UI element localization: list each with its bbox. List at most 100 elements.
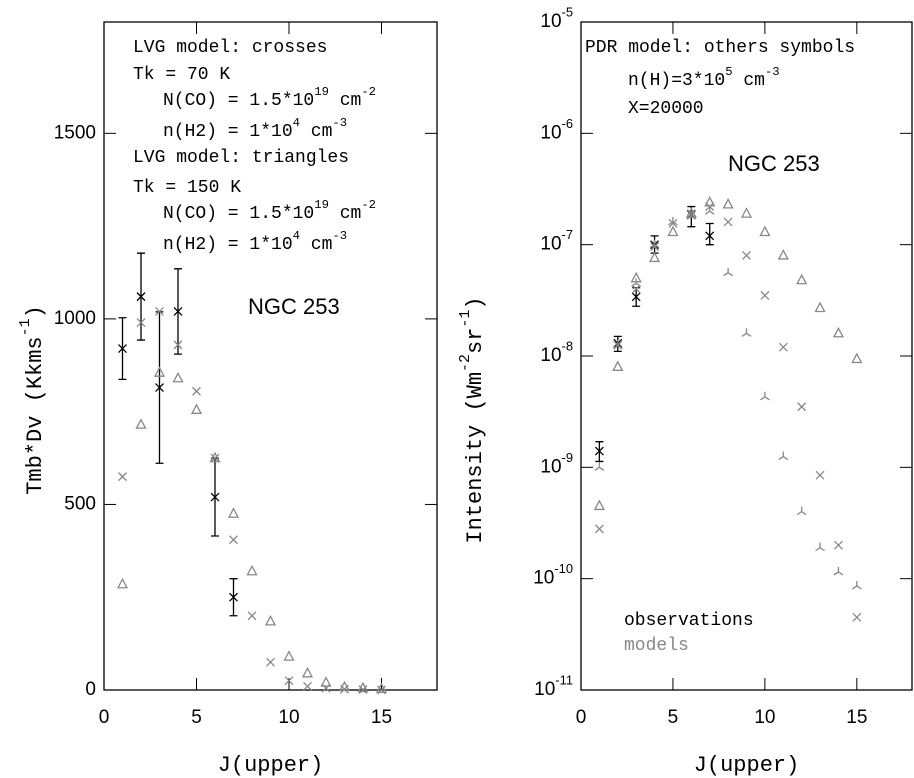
cross-marker <box>303 681 312 691</box>
x-axis-label: J(upper) <box>218 753 324 778</box>
cross-marker <box>229 535 238 545</box>
triangle-marker <box>190 403 203 414</box>
cross-marker <box>210 453 220 463</box>
cross-marker <box>833 540 843 550</box>
error-bar <box>174 268 182 355</box>
cross-marker <box>266 657 275 667</box>
y-tick-label: 500 <box>64 493 96 514</box>
triangle-marker <box>796 273 808 285</box>
cross-marker <box>760 290 770 300</box>
error-bar <box>705 222 714 246</box>
triangle-marker <box>375 682 388 694</box>
triangle-marker <box>338 680 351 692</box>
y-tick-label: 10-6 <box>540 116 573 143</box>
triangle-marker <box>135 418 147 429</box>
x-tick-label: 0 <box>576 707 587 728</box>
x-tick-label: 15 <box>371 707 392 728</box>
y-tick-label: 10-10 <box>533 562 573 589</box>
legend-entry: observations <box>624 611 754 631</box>
cross-marker <box>650 242 660 252</box>
y-tick-label: 1500 <box>54 122 96 143</box>
annotation: NGC 253 <box>248 294 340 319</box>
cross-marker <box>136 318 146 328</box>
error-bar <box>229 578 238 617</box>
y-tick-label: 1000 <box>54 308 96 329</box>
annotation: N(CO) = 1.5*1019 cm-2 <box>163 85 376 111</box>
error-bar <box>137 252 145 341</box>
cross-marker <box>284 676 294 686</box>
plot-frame <box>103 21 438 691</box>
triangle-marker <box>301 666 314 678</box>
error-bar <box>632 287 641 307</box>
y-axis-label: Tmb*Dv (Kkms-1) <box>18 305 48 495</box>
plot-frame <box>580 21 913 691</box>
y-tick-label: 10-7 <box>540 228 573 255</box>
spoke-marker <box>686 211 697 220</box>
annotation: n(H2) = 1*104 cm-3 <box>163 229 347 255</box>
annotation: Tk = 150 K <box>133 178 241 198</box>
cross-marker <box>321 683 331 693</box>
spoke-marker <box>704 206 715 215</box>
x-tick-label: 10 <box>278 707 299 728</box>
triangle-marker <box>851 352 863 364</box>
x-tick-label: 10 <box>754 707 775 728</box>
triangle-marker <box>283 650 295 661</box>
cross-marker <box>797 402 807 412</box>
triangle-marker <box>593 499 605 511</box>
y-tick-label: 10-8 <box>540 339 573 366</box>
cross-marker <box>192 386 201 396</box>
triangle-marker <box>320 676 332 687</box>
annotation: Tk = 70 K <box>133 65 230 85</box>
triangle-marker <box>153 366 166 377</box>
cross-marker <box>247 611 257 621</box>
cross-marker <box>173 340 183 350</box>
triangle-marker <box>172 371 184 383</box>
y-tick-label: 10-5 <box>540 5 573 32</box>
triangle-marker <box>209 451 221 463</box>
spoke-marker <box>796 506 807 516</box>
cross-marker <box>778 342 788 352</box>
annotation: NGC 253 <box>728 151 820 176</box>
legend-entry: models <box>624 636 689 656</box>
spoke-marker <box>612 340 623 349</box>
spoke-marker <box>760 391 770 401</box>
spoke-marker <box>778 451 789 461</box>
triangle-marker <box>722 198 734 209</box>
cross-marker <box>668 219 678 228</box>
annotation: PDR model: others symbols <box>585 38 855 58</box>
y-tick-label: 0 <box>85 679 96 700</box>
cross-marker <box>118 472 127 482</box>
triangle-marker <box>740 207 753 218</box>
y-tick-label: 10-11 <box>534 673 573 700</box>
annotation: N(CO) = 1.5*1019 cm-2 <box>163 198 376 224</box>
annotation: LVG model: triangles <box>133 148 349 168</box>
triangle-marker <box>667 225 679 237</box>
error-bar <box>595 441 604 463</box>
y-axis-label: Intensity (Wm-2sr-1) <box>458 296 488 543</box>
triangle-marker <box>704 195 716 207</box>
triangle-marker <box>777 249 789 260</box>
triangle-marker <box>264 614 277 626</box>
triangle-marker <box>612 360 624 371</box>
cross-marker <box>594 524 604 534</box>
x-tick-label: 5 <box>668 707 679 728</box>
x-tick-label: 5 <box>191 707 202 728</box>
error-bar <box>155 311 164 464</box>
cross-marker <box>852 612 862 622</box>
spoke-marker <box>833 566 844 576</box>
x-tick-label: 15 <box>846 707 867 728</box>
annotation: n(H2) = 1*104 cm-3 <box>163 116 347 142</box>
triangle-marker <box>116 577 129 589</box>
spoke-marker <box>741 328 752 337</box>
spoke-marker <box>649 239 660 249</box>
annotation: n(H)=3*105 cm-3 <box>628 65 780 91</box>
annotation: X=20000 <box>628 99 704 119</box>
y-tick-label: 10-9 <box>540 450 573 477</box>
triangle-marker <box>648 251 661 263</box>
x-tick-label: 0 <box>99 707 110 728</box>
triangle-marker <box>227 507 240 518</box>
triangle-marker <box>246 564 258 576</box>
error-bar <box>118 317 127 381</box>
error-bar <box>211 457 219 537</box>
